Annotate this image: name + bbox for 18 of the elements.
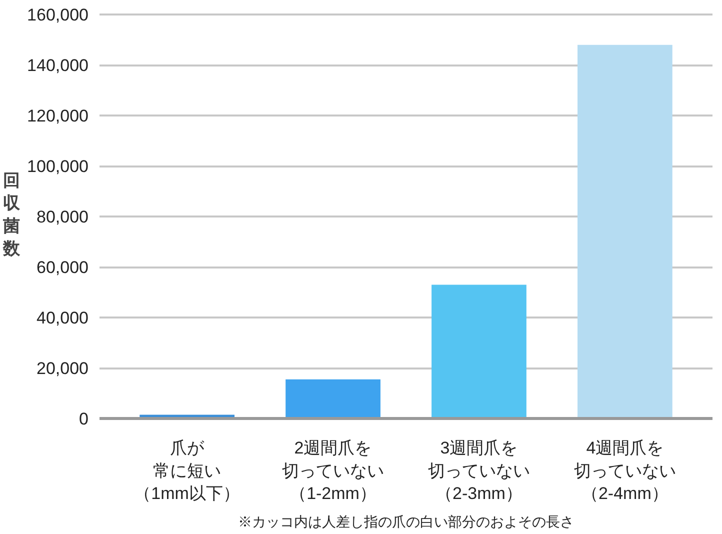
x-tick-label: 2週間爪を切っていない（1-2mm） (282, 438, 384, 504)
x-tick-label: 爪が常に短い（1mm以下） (134, 438, 240, 504)
bar (286, 379, 380, 418)
text: ※カッコ内は人差し指の爪の白い部分のおよその長さ (238, 514, 574, 530)
y-axis-title: 回収菌数 (2, 170, 22, 258)
y-tick-label: 120,000 (27, 106, 88, 126)
y-tick-label: 160,000 (27, 6, 88, 25)
y-tick-label: 20,000 (36, 359, 89, 378)
y-tick-label: 40,000 (36, 308, 89, 328)
bar (432, 284, 526, 418)
x-tick-label: 3週間爪を切っていない（2-3mm） (428, 438, 530, 504)
y-tick-label: 60,000 (36, 258, 89, 278)
x-tick-label: 4週間爪を切っていない（2-4mm） (574, 438, 676, 504)
y-tick-label: 80,000 (36, 208, 89, 227)
y-tick-label: 140,000 (27, 56, 88, 76)
bar (577, 44, 672, 418)
y-tick-label: 0 (79, 410, 89, 428)
y-tick-label: 100,000 (27, 157, 88, 176)
